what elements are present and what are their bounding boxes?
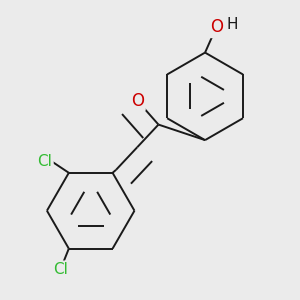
Text: O: O (131, 92, 144, 110)
Text: H: H (226, 17, 238, 32)
Text: Cl: Cl (53, 262, 68, 277)
Text: O: O (210, 18, 223, 36)
Text: Cl: Cl (37, 154, 52, 169)
